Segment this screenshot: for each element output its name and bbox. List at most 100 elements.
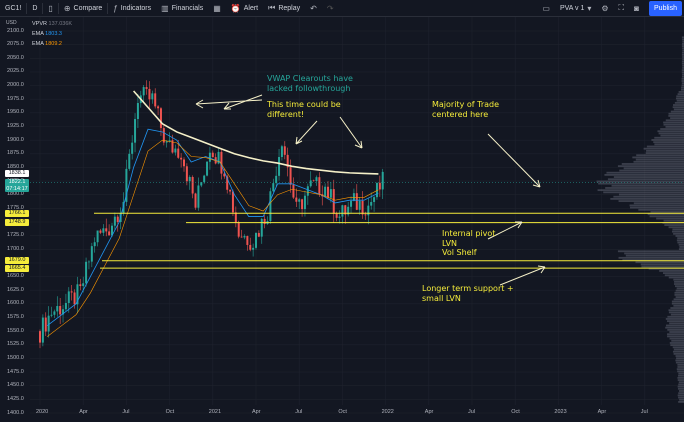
candle-body	[39, 331, 41, 343]
volume-profile-bar	[675, 235, 684, 237]
layout-name-button[interactable]: PVA v 1 ▾	[555, 0, 596, 17]
time-tick-label: Jul	[122, 409, 130, 415]
settings-button[interactable]: ⚙	[596, 0, 613, 17]
candle-body	[295, 197, 298, 202]
candle-body	[378, 182, 381, 190]
indicators-button[interactable]: ƒ Indicators	[108, 0, 156, 17]
price-tag-value: 1822.1	[8, 179, 26, 186]
candle-body	[350, 200, 353, 207]
financials-icon: ▥	[161, 3, 169, 13]
candle-body	[208, 152, 211, 162]
candle-body	[223, 173, 226, 177]
templates-button[interactable]: ▦	[208, 0, 226, 17]
volume-profile-bar	[677, 394, 684, 397]
vpvr-label[interactable]: VPVR	[32, 21, 47, 27]
candle-body	[283, 146, 286, 155]
candle-body	[306, 186, 309, 196]
volume-profile-bar	[665, 318, 684, 320]
volume-profile-bar	[678, 91, 684, 93]
candle-body	[194, 193, 197, 208]
candle-body	[327, 186, 329, 198]
level-lines	[94, 212, 684, 269]
volume-profile-bar	[665, 125, 684, 128]
ema-slow-label[interactable]: EMA	[32, 41, 44, 47]
volume-profile-bar	[674, 294, 684, 296]
price-tick-label: 1500.0	[7, 354, 24, 361]
annotation-line: Majority of Trade	[432, 100, 500, 109]
candle-body	[171, 140, 174, 153]
candle-body	[96, 230, 99, 243]
currency-label[interactable]: USD	[6, 20, 17, 26]
candle-body	[301, 199, 304, 210]
price-tick-label: 1625.0	[7, 286, 24, 293]
symbol-label: GC1!	[5, 4, 22, 12]
price-tag: 1679.0	[5, 257, 29, 265]
compare-button[interactable]: ⊕ Compare	[59, 0, 108, 17]
top-toolbar: GC1! D ▯ ⊕ Compare ƒ Indicators ▥ Financial…	[0, 0, 684, 17]
volume-profile-bar	[625, 254, 684, 257]
annotation-line: small LVN	[422, 293, 461, 303]
volume-profile-bar	[669, 342, 684, 344]
price-tag: 1748.9	[5, 219, 29, 227]
fullscreen-button[interactable]: ⛶	[614, 0, 630, 17]
candle-body	[116, 216, 119, 222]
volume-profile-bar	[679, 246, 684, 248]
publish-button[interactable]: Publish	[649, 1, 682, 16]
volume-profile-bar	[660, 128, 684, 130]
price-tick-label: 1925.0	[7, 123, 24, 129]
volume-profile-bar	[646, 149, 684, 152]
chart-grid	[30, 17, 684, 414]
indicators-label: Indicators	[120, 4, 152, 12]
volume-profile-bar	[613, 176, 684, 178]
volume-profile-bar	[597, 189, 684, 192]
redo-button[interactable]: ↷	[322, 0, 339, 17]
candle-body	[229, 189, 232, 192]
price-tick-label: 1800.0	[7, 191, 24, 198]
volume-profile-bar	[673, 232, 684, 235]
snapshot-button[interactable]: ◙	[629, 0, 644, 17]
volume-profile-bar	[662, 272, 684, 275]
volume-profile-bar	[675, 355, 684, 357]
volume-profile-bar	[633, 160, 684, 163]
volume-profile-bar	[682, 56, 684, 58]
volume-profile-bar	[663, 219, 684, 222]
candle-body	[180, 157, 183, 160]
price-tag: 1665.4	[5, 264, 29, 272]
price-chart[interactable]	[0, 17, 684, 422]
annotation-line: centered here	[432, 109, 489, 119]
price-tick-label: 1725.0	[7, 232, 24, 239]
candle-body	[220, 151, 223, 174]
arrow-different-1	[295, 120, 318, 145]
volume-profile-bar	[674, 291, 684, 294]
interval-button[interactable]: D	[27, 0, 42, 17]
alert-button[interactable]: ⏰ Alert	[226, 0, 263, 17]
annotation-support: Longer term support + small LVN	[422, 284, 514, 303]
volume-profile-bar	[673, 104, 684, 106]
volume-profile-bar	[667, 328, 684, 331]
volume-profile-bar	[677, 379, 684, 381]
candle-body	[79, 284, 82, 287]
candle-body	[355, 193, 358, 210]
candle-body	[82, 283, 85, 287]
candle-body	[159, 108, 162, 129]
undo-button[interactable]: ↶	[305, 0, 322, 17]
volume-profile-bar	[681, 82, 684, 85]
replay-button[interactable]: ⏮ Replay	[263, 0, 305, 17]
candle-body	[275, 175, 278, 184]
price-tick-label: 2050.0	[7, 54, 24, 61]
ema-fast-label[interactable]: EMA	[32, 31, 44, 37]
arrow-vwap-2	[223, 94, 263, 110]
arrow-different-2	[339, 116, 363, 149]
bar-style-button[interactable]: ▯	[43, 0, 57, 17]
symbol-search[interactable]: GC1!	[0, 0, 26, 17]
price-tick-label: 1600.0	[7, 300, 24, 307]
candle-body	[125, 168, 128, 202]
financials-button[interactable]: ▥ Financials	[156, 0, 208, 17]
volume-profile-bar	[681, 62, 684, 65]
volume-profile-bar	[682, 64, 684, 67]
layout-select-button[interactable]: ▭	[537, 0, 555, 17]
candle-body	[252, 247, 255, 250]
volume-profile-bar	[606, 171, 684, 174]
volume-profile-bar	[624, 252, 684, 255]
price-tick-label: 2075.0	[7, 41, 24, 48]
